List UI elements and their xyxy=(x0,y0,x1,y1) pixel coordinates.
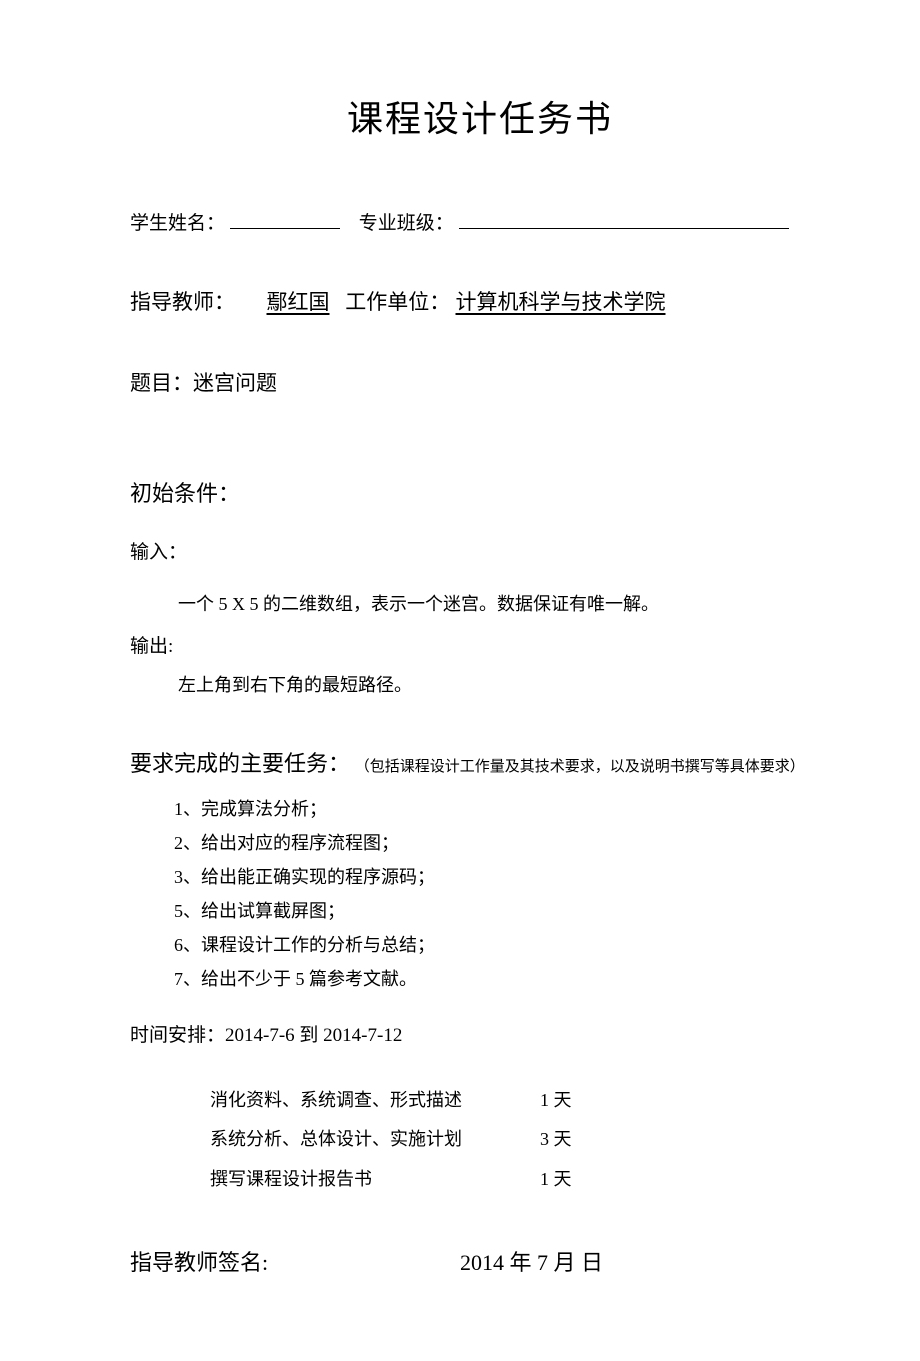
output-desc: 左上角到右下角的最短路径。 xyxy=(130,669,830,701)
schedule-item: 系统分析、总体设计、实施计划 xyxy=(210,1120,540,1160)
task-item: 7、给出不少于 5 篇参考文献。 xyxy=(174,962,830,996)
schedule-row: 系统分析、总体设计、实施计划 3 天 xyxy=(130,1120,830,1160)
major-class-label: 专业班级： xyxy=(359,213,454,234)
signature-row: 指导教师签名: 2014 年 7 月 日 xyxy=(130,1245,830,1277)
schedule-days: 1 天 xyxy=(540,1081,600,1121)
topic-value: 迷宫问题 xyxy=(193,371,277,395)
topic-label: 题目： xyxy=(130,371,193,395)
schedule-range: 2014-7-6 到 2014-7-12 xyxy=(225,1025,402,1046)
topic-line: 题目：迷宫问题 xyxy=(130,365,830,403)
task-list: 1、完成算法分析； 2、给出对应的程序流程图； 3、给出能正确实现的程序源码； … xyxy=(130,792,830,997)
schedule-item: 消化资料、系统调查、形式描述 xyxy=(210,1081,540,1121)
student-name-blank xyxy=(230,209,340,229)
task-item: 2、给出对应的程序流程图； xyxy=(174,826,830,860)
task-item: 6、课程设计工作的分析与总结； xyxy=(174,928,830,962)
major-class-blank xyxy=(459,209,789,229)
work-unit: 计算机科学与技术学院 xyxy=(456,290,666,314)
page-title: 课程设计任务书 xyxy=(130,90,830,142)
signature-date: 2014 年 7 月 日 xyxy=(460,1245,603,1277)
advisor-name: 鄢红国 xyxy=(267,290,330,314)
student-name-label: 学生姓名： xyxy=(130,213,225,234)
task-item: 3、给出能正确实现的程序源码； xyxy=(174,860,830,894)
init-cond-header: 初始条件： xyxy=(130,476,830,508)
student-line: 学生姓名： 专业班级： xyxy=(130,207,830,241)
schedule-days: 1 天 xyxy=(540,1160,600,1200)
schedule-line: 时间安排：2014-7-6 到 2014-7-12 xyxy=(130,1019,830,1053)
output-label: 输出: xyxy=(130,630,830,664)
main-task-note: （包括课程设计工作量及其技术要求，以及说明书撰写等具体要求） xyxy=(355,759,805,775)
advisor-line: 指导教师： 鄢红国 工作单位： 计算机科学与技术学院 xyxy=(130,284,830,322)
task-item: 5、给出试算截屏图； xyxy=(174,894,830,928)
signature-label: 指导教师签名: xyxy=(130,1245,460,1277)
schedule-row: 消化资料、系统调查、形式描述 1 天 xyxy=(130,1081,830,1121)
main-task-label: 要求完成的主要任务： xyxy=(130,751,350,776)
schedule-item: 撰写课程设计报告书 xyxy=(210,1160,540,1200)
input-label: 输入： xyxy=(130,536,830,570)
input-desc: 一个 5 X 5 的二维数组，表示一个迷宫。数据保证有唯一解。 xyxy=(130,588,830,620)
task-item: 1、完成算法分析； xyxy=(174,792,830,826)
schedule-label: 时间安排： xyxy=(130,1025,225,1046)
main-task-line: 要求完成的主要任务： （包括课程设计工作量及其技术要求，以及说明书撰写等具体要求… xyxy=(130,744,830,784)
advisor-label: 指导教师： xyxy=(130,290,235,314)
schedule-row: 撰写课程设计报告书 1 天 xyxy=(130,1160,830,1200)
work-unit-label: 工作单位： xyxy=(345,290,450,314)
schedule-days: 3 天 xyxy=(540,1120,600,1160)
